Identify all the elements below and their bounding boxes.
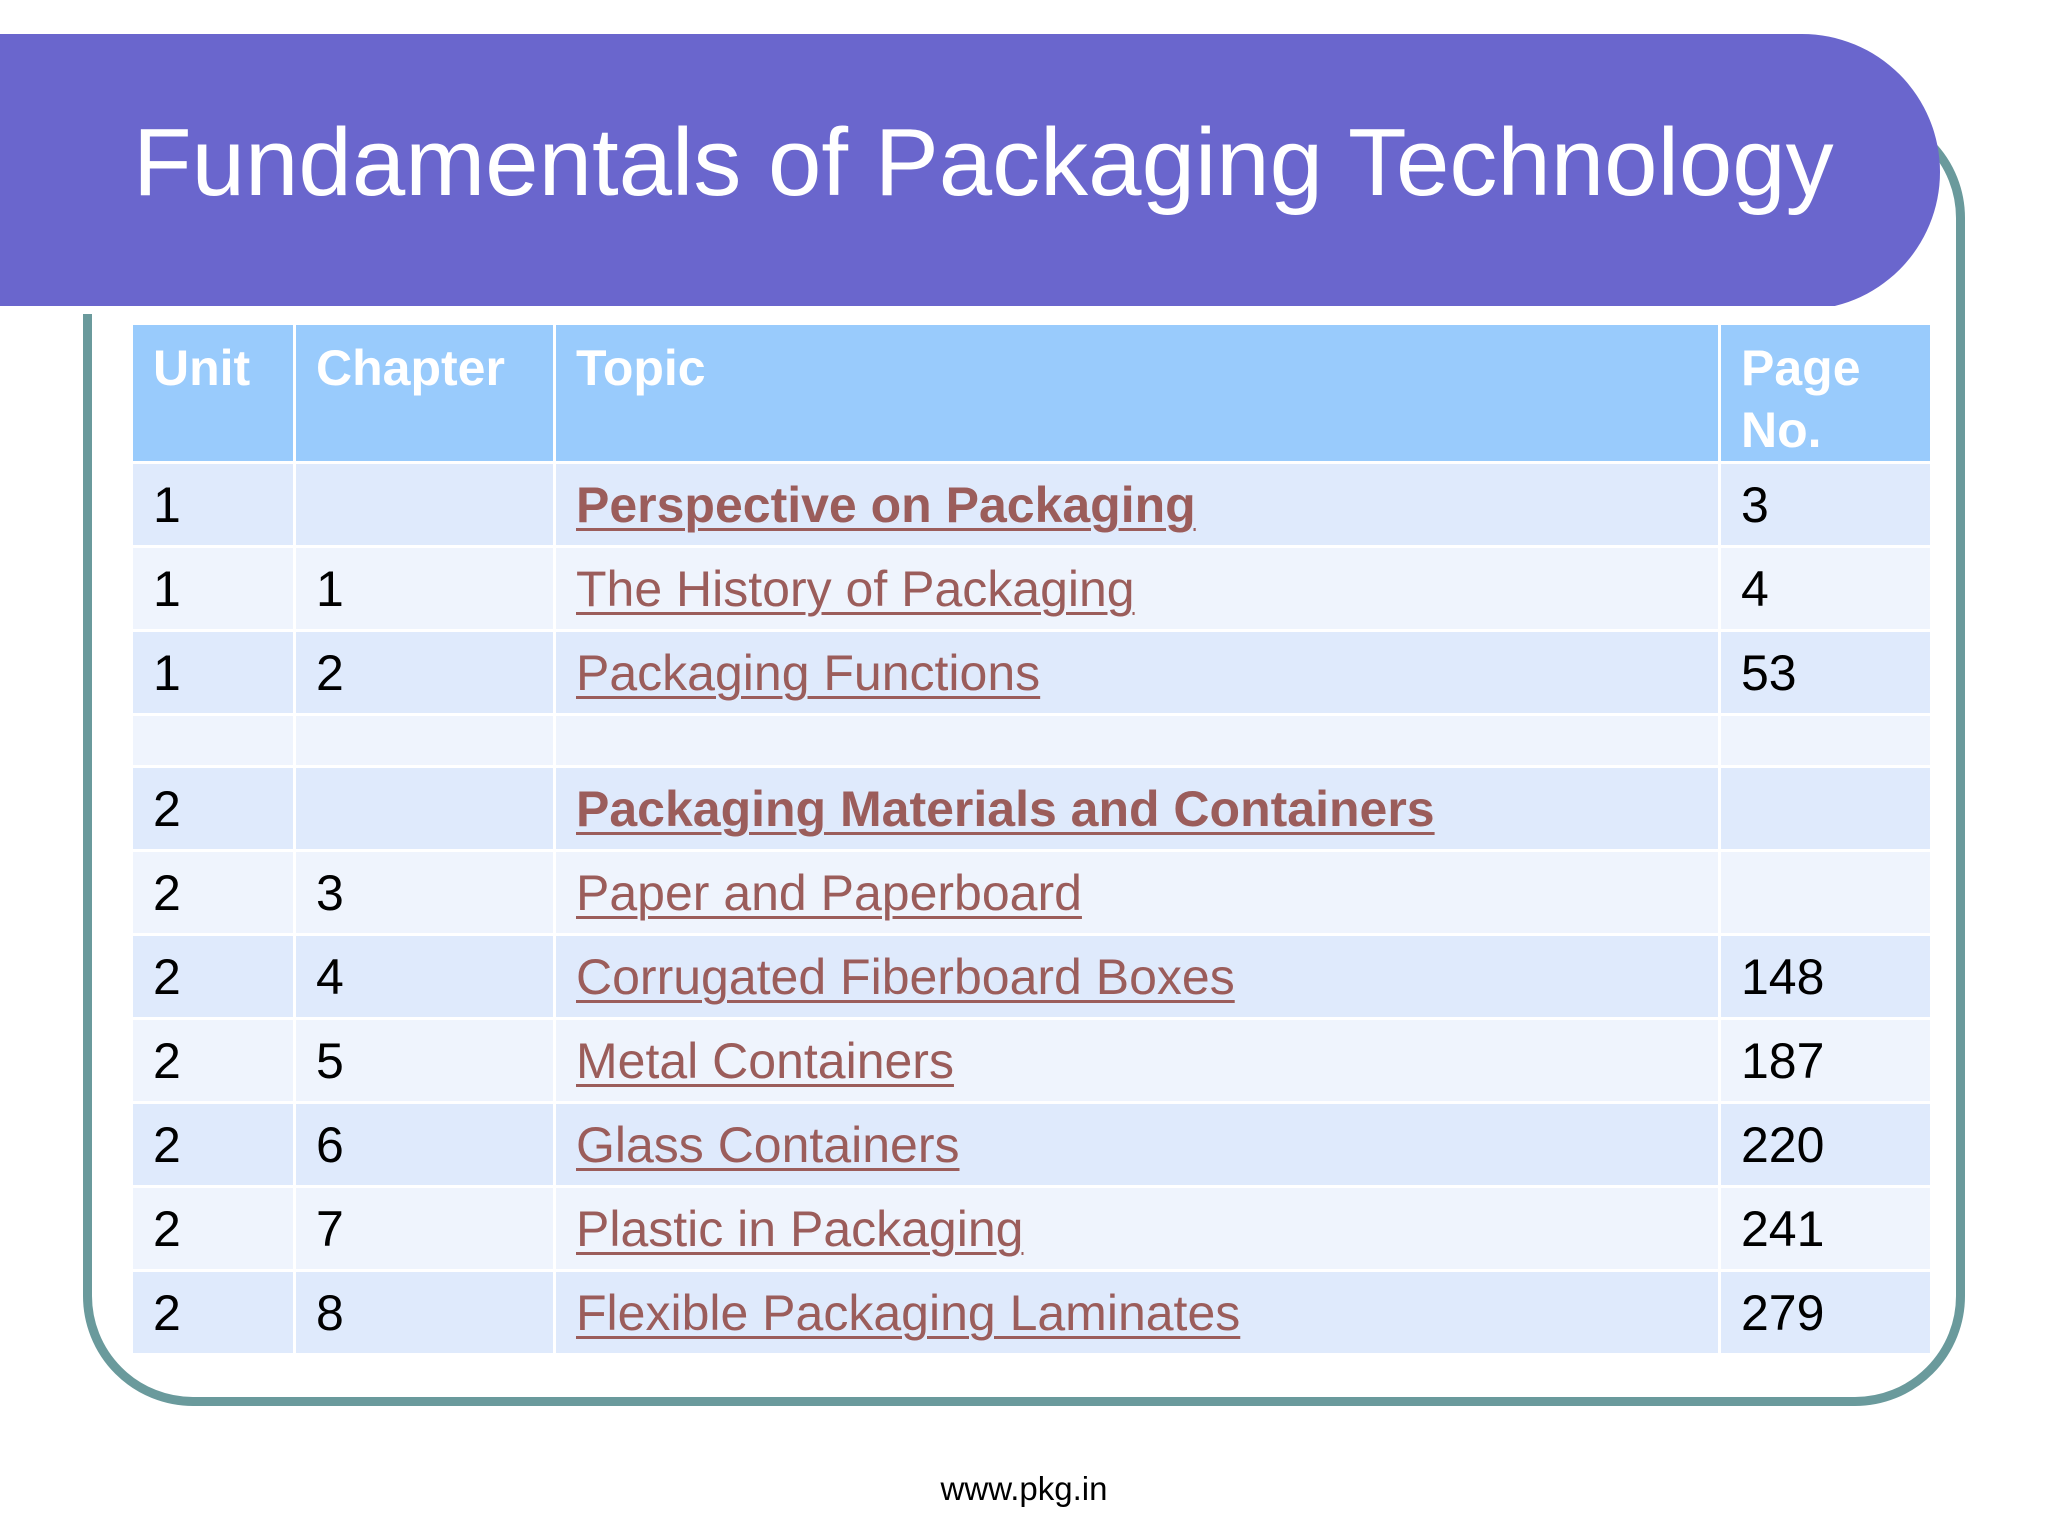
topic-link[interactable]: Metal Containers — [576, 1032, 954, 1089]
cell-chapter: 6 — [293, 1101, 556, 1188]
cell-page: 187 — [1718, 1017, 1933, 1104]
cell-page: 3 — [1718, 461, 1933, 548]
cell-topic: Packaging Materials and Containers — [553, 765, 1721, 852]
cell-page — [1718, 849, 1933, 936]
table-row: 2 4 Corrugated Fiberboard Boxes 148 — [130, 933, 1933, 1020]
cell-page: 53 — [1718, 629, 1933, 716]
cell-topic: Perspective on Packaging — [553, 461, 1721, 548]
table-row: 2 3 Paper and Paperboard — [130, 849, 1933, 936]
slide-title: Fundamentals of Packaging Technology — [133, 109, 1834, 216]
cell-unit: 2 — [130, 933, 296, 1020]
cell-chapter: 5 — [293, 1017, 556, 1104]
topic-link[interactable]: Packaging Materials and Containers — [576, 780, 1435, 837]
cell-topic — [553, 713, 1721, 768]
cell-chapter: 4 — [293, 933, 556, 1020]
table-header-row: Unit Chapter Topic Page No. — [130, 322, 1933, 464]
cell-chapter: 3 — [293, 849, 556, 936]
header-page-no: Page No. — [1718, 322, 1933, 464]
cell-topic: Flexible Packaging Laminates — [553, 1269, 1721, 1356]
cell-topic: Plastic in Packaging — [553, 1185, 1721, 1272]
table-row: 2 Packaging Materials and Containers — [130, 765, 1933, 852]
cell-page — [1718, 713, 1933, 768]
cell-chapter: 8 — [293, 1269, 556, 1356]
cell-unit: 2 — [130, 849, 296, 936]
cell-topic: Corrugated Fiberboard Boxes — [553, 933, 1721, 1020]
table-row: 2 7 Plastic in Packaging 241 — [130, 1185, 1933, 1272]
table-row: 1 1 The History of Packaging 4 — [130, 545, 1933, 632]
cell-unit: 1 — [130, 461, 296, 548]
topic-link[interactable]: The History of Packaging — [576, 560, 1135, 617]
topic-link[interactable]: Corrugated Fiberboard Boxes — [576, 948, 1235, 1005]
header-unit: Unit — [130, 322, 296, 464]
cell-page: 279 — [1718, 1269, 1933, 1356]
cell-page: 241 — [1718, 1185, 1933, 1272]
contents-table: Unit Chapter Topic Page No. 1 Perspectiv… — [130, 322, 1933, 1356]
cell-unit: 2 — [130, 765, 296, 852]
cell-unit: 1 — [130, 629, 296, 716]
cell-chapter — [293, 713, 556, 768]
cell-page — [1718, 765, 1933, 852]
cell-page: 4 — [1718, 545, 1933, 632]
cell-unit: 2 — [130, 1185, 296, 1272]
table-row: 1 Perspective on Packaging 3 — [130, 461, 1933, 548]
topic-link[interactable]: Flexible Packaging Laminates — [576, 1284, 1241, 1341]
cell-unit — [130, 713, 296, 768]
cell-chapter: 1 — [293, 545, 556, 632]
topic-link[interactable]: Glass Containers — [576, 1116, 960, 1173]
footer-url: www.pkg.in — [940, 1470, 1108, 1507]
cell-topic: The History of Packaging — [553, 545, 1721, 632]
cell-topic: Paper and Paperboard — [553, 849, 1721, 936]
cell-chapter: 2 — [293, 629, 556, 716]
table-row: 2 6 Glass Containers 220 — [130, 1101, 1933, 1188]
table-row: 2 8 Flexible Packaging Laminates 279 — [130, 1269, 1933, 1356]
cell-page: 220 — [1718, 1101, 1933, 1188]
cell-topic: Glass Containers — [553, 1101, 1721, 1188]
cell-unit: 2 — [130, 1017, 296, 1104]
cell-topic: Metal Containers — [553, 1017, 1721, 1104]
cell-unit: 2 — [130, 1101, 296, 1188]
topic-link[interactable]: Paper and Paperboard — [576, 864, 1082, 921]
cell-unit: 1 — [130, 545, 296, 632]
title-underline — [0, 306, 1838, 314]
title-banner — [0, 34, 1940, 314]
topic-link[interactable]: Plastic in Packaging — [576, 1200, 1024, 1257]
cell-topic: Packaging Functions — [553, 629, 1721, 716]
table-row: 2 5 Metal Containers 187 — [130, 1017, 1933, 1104]
cell-chapter — [293, 461, 556, 548]
cell-chapter: 7 — [293, 1185, 556, 1272]
cell-page: 148 — [1718, 933, 1933, 1020]
header-chapter: Chapter — [293, 322, 556, 464]
header-topic: Topic — [553, 322, 1721, 464]
topic-link[interactable]: Packaging Functions — [576, 644, 1041, 701]
topic-link[interactable]: Perspective on Packaging — [576, 476, 1196, 533]
table-row: 1 2 Packaging Functions 53 — [130, 629, 1933, 716]
cell-unit: 2 — [130, 1269, 296, 1356]
cell-chapter — [293, 765, 556, 852]
table-row-blank — [130, 713, 1933, 768]
